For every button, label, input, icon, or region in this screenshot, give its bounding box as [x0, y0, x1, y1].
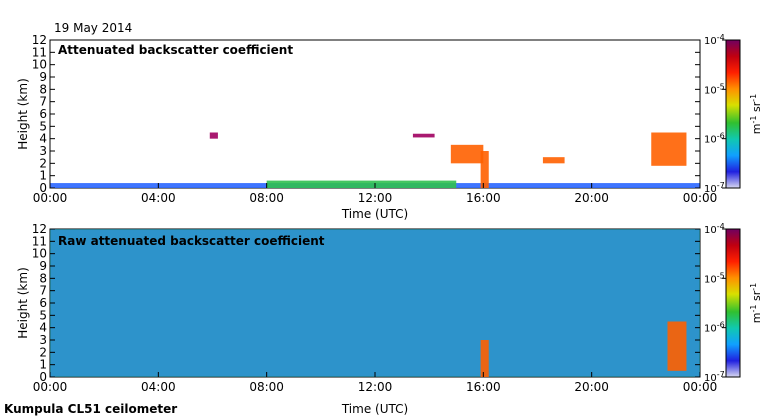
colorbar-scale	[725, 228, 741, 378]
y-tick-label: 3	[39, 333, 47, 347]
y-tick-label: 10	[32, 247, 47, 261]
y-tick-label: 9	[39, 70, 47, 84]
y-axis-label: Height (km)	[16, 267, 30, 338]
y-tick-label: 11	[32, 234, 47, 248]
x-tick-label: 00:00	[33, 380, 68, 394]
y-tick-label: 7	[39, 284, 47, 298]
x-tick-label: 16:00	[466, 191, 501, 205]
x-axis: 00:00 04:00 08:00 12:00 16:00 20:00 00:00	[33, 183, 718, 205]
y-tick-label: 6	[39, 296, 47, 310]
x-tick-label: 20:00	[574, 380, 609, 394]
y-tick-label: 2	[39, 345, 47, 359]
colorbar-unit: m-1 sr-1	[749, 283, 763, 323]
y-tick-label: 1	[39, 169, 47, 183]
backscatter-region	[480, 151, 489, 188]
x-tick-label: 04:00	[141, 191, 176, 205]
x-tick-label: 08:00	[249, 380, 284, 394]
x-tick-label: 12:00	[358, 191, 393, 205]
y-tick-label: 10	[32, 58, 47, 72]
panel-title: Raw attenuated backscatter coefficient	[58, 234, 325, 248]
backscatter-region	[50, 229, 700, 377]
plot-area	[49, 39, 701, 189]
colorbar-tick-label: 10-7	[704, 370, 725, 384]
colorbar-tick-label: 10-6	[704, 321, 725, 335]
colorbar-ticks: 10-4 10-5 10-6 10-7	[704, 222, 726, 384]
x-axis-label: Time (UTC)	[341, 402, 408, 416]
backscatter-region	[266, 180, 457, 188]
backscatter-field	[50, 229, 700, 377]
date-label: 19 May 2014	[54, 21, 132, 35]
x-tick-label: 00:00	[33, 191, 68, 205]
colorbar-unit: m-1 sr-1	[749, 94, 763, 134]
colorbar-scale	[725, 39, 741, 189]
colorbar-ticks: 10-4 10-5 10-6 10-7	[704, 33, 726, 195]
backscatter-region	[480, 340, 489, 377]
y-tick-label: 11	[32, 45, 47, 59]
y-tick-label: 12	[32, 222, 47, 236]
y-tick-label: 1	[39, 358, 47, 372]
backscatter-region	[667, 321, 687, 371]
backscatter-region	[542, 157, 565, 164]
colorbar-tick-label: 10-5	[704, 82, 725, 96]
x-tick-label: 00:00	[683, 191, 718, 205]
y-tick-label: 12	[32, 33, 47, 47]
y-tick-label: 8	[39, 271, 47, 285]
colorbar-tick-label: 10-6	[704, 132, 725, 146]
y-tick-label: 5	[39, 119, 47, 133]
y-tick-label: 4	[39, 132, 47, 146]
x-tick-label: 20:00	[574, 191, 609, 205]
x-tick-label: 04:00	[141, 380, 176, 394]
backscatter-region	[450, 144, 484, 164]
y-tick-label: 0	[39, 370, 47, 384]
x-tick-label: 16:00	[466, 380, 501, 394]
x-axis: 00:00 04:00 08:00 12:00 16:00 20:00 00:00	[33, 372, 718, 394]
y-tick-label: 2	[39, 156, 47, 170]
backscatter-region	[412, 133, 435, 138]
y-tick-label: 8	[39, 82, 47, 96]
x-tick-label: 08:00	[249, 191, 284, 205]
colorbar-bottom: 10-4 10-5 10-6 10-7 m-1 sr-1	[704, 222, 763, 384]
y-tick-label: 4	[39, 321, 47, 335]
colorbar-tick-label: 10-7	[704, 181, 725, 195]
colorbar-tick-label: 10-4	[704, 222, 725, 236]
colorbar-tick-label: 10-5	[704, 271, 725, 285]
backscatter-region	[651, 132, 687, 166]
x-tick-label: 00:00	[683, 380, 718, 394]
backscatter-region	[209, 132, 218, 139]
y-tick-label: 7	[39, 95, 47, 109]
y-axis-label: Height (km)	[16, 78, 30, 149]
x-axis-label: Time (UTC)	[341, 207, 408, 221]
x-tick-label: 12:00	[358, 380, 393, 394]
instrument-label: Kumpula CL51 ceilometer	[4, 402, 177, 416]
y-tick-label: 3	[39, 144, 47, 158]
panel-title: Attenuated backscatter coefficient	[58, 43, 293, 57]
y-tick-label: 0	[39, 181, 47, 195]
y-tick-label: 6	[39, 107, 47, 121]
colorbar-tick-label: 10-4	[704, 33, 725, 47]
colorbar-top: 10-4 10-5 10-6 10-7 m-1 sr-1	[704, 33, 763, 195]
y-tick-label: 5	[39, 308, 47, 322]
y-tick-label: 9	[39, 259, 47, 273]
